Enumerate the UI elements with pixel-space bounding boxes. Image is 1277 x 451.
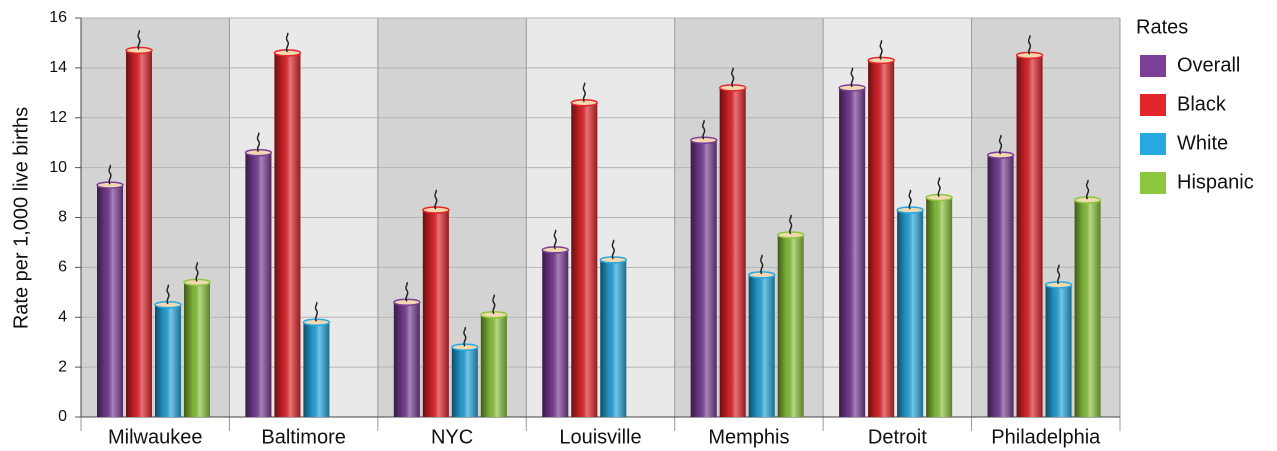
wick <box>908 189 912 210</box>
wick <box>137 29 141 50</box>
bar-shading <box>422 210 449 417</box>
wick <box>937 177 941 197</box>
legend-swatch <box>1140 94 1166 116</box>
legend-label: Hispanic <box>1177 171 1254 193</box>
y-tick-label: 2 <box>58 358 67 375</box>
wick <box>1027 34 1032 55</box>
y-tick-label: 0 <box>58 408 67 425</box>
wick <box>701 119 706 140</box>
wick <box>879 39 883 60</box>
wick <box>492 294 496 315</box>
legend-label: White <box>1177 132 1228 154</box>
y-tick-label: 10 <box>49 159 67 176</box>
bar-shading <box>571 102 598 417</box>
wick <box>108 164 112 185</box>
bar-shading <box>1045 284 1072 417</box>
wick <box>285 32 290 53</box>
x-tick-label: Baltimore <box>261 426 345 448</box>
bar-shading <box>97 185 123 417</box>
wick <box>1056 264 1061 285</box>
x-tick-label: Louisville <box>559 426 641 448</box>
y-tick-label: 16 <box>49 9 67 26</box>
y-tick-label: 4 <box>58 308 67 325</box>
legend-swatch <box>1140 133 1166 155</box>
bar-shading <box>303 322 330 417</box>
bar-shading <box>393 302 420 417</box>
bar-shading <box>245 152 272 417</box>
wick <box>256 132 261 153</box>
bar-shading <box>748 274 775 417</box>
wick <box>1085 179 1090 200</box>
wick <box>166 284 170 305</box>
bar-shading <box>274 52 301 417</box>
legend-swatch <box>1140 172 1166 194</box>
y-axis-label: Rate per 1,000 live births <box>10 107 32 329</box>
wick <box>553 229 557 250</box>
y-tick-label: 6 <box>58 259 67 276</box>
bar-shading <box>480 314 507 417</box>
wick <box>314 301 319 322</box>
bar-shading <box>719 87 746 417</box>
wick <box>730 67 735 88</box>
legend-label: Black <box>1177 93 1227 115</box>
wick <box>850 67 854 88</box>
x-tick-label: Milwaukee <box>108 426 202 448</box>
bar-shading <box>926 197 953 417</box>
bar-shading <box>451 347 478 417</box>
bar-shading <box>1016 55 1043 417</box>
bar-shading <box>600 259 627 417</box>
bar-shading <box>897 210 924 417</box>
bar-shading <box>542 249 569 417</box>
wick <box>759 254 764 275</box>
wick <box>463 326 467 347</box>
legend-swatch <box>1140 55 1166 77</box>
wick <box>611 239 615 260</box>
wick <box>788 214 793 235</box>
legend-label: Overall <box>1177 54 1240 76</box>
y-tick-label: 8 <box>58 209 67 226</box>
bar-shading <box>690 140 717 417</box>
bar-shading <box>126 50 152 417</box>
x-tick-label: NYC <box>431 426 473 448</box>
y-tick-label: 12 <box>49 109 67 126</box>
bar-shading <box>987 155 1014 417</box>
bar-shading <box>1074 200 1101 417</box>
x-tick-label: Detroit <box>868 426 927 448</box>
wick <box>582 82 586 103</box>
bar-shading <box>155 304 181 417</box>
bar-shading <box>184 282 210 417</box>
wick <box>434 189 438 210</box>
wick <box>405 281 409 302</box>
bar-shading <box>868 60 895 418</box>
legend-title: Rates <box>1136 16 1188 38</box>
x-tick-label: Memphis <box>708 426 789 448</box>
y-tick-label: 14 <box>49 59 67 76</box>
wick <box>195 261 199 282</box>
bar-shading <box>777 234 804 417</box>
wick <box>998 134 1003 155</box>
bar-shading <box>839 87 866 417</box>
x-tick-label: Philadelphia <box>991 426 1101 448</box>
